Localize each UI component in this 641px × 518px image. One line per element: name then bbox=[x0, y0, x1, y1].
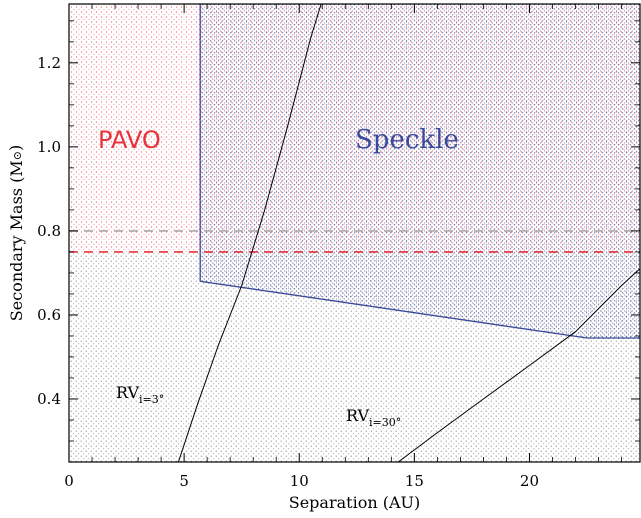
speckle-boundary bbox=[199, 4, 640, 339]
x-tick-label: 0 bbox=[64, 472, 74, 490]
rv-i3-subscript: i=3° bbox=[139, 393, 164, 406]
speckle-label: Speckle bbox=[355, 125, 459, 155]
y-axis-label-main: Secondary Mass (M bbox=[7, 160, 26, 321]
plot-frame bbox=[68, 3, 641, 463]
y-tick-label: 0.8 bbox=[37, 222, 61, 240]
rv-curve-i=3 bbox=[177, 4, 322, 462]
tick-labels-layer: 0 5 10 15 20 0.4 0.6 0.8 1.0 1.2 bbox=[37, 54, 539, 490]
rv-i3-main: RV bbox=[116, 383, 139, 402]
y-tick-label: 1.0 bbox=[37, 138, 61, 156]
pavo-label: PAVO bbox=[98, 126, 161, 154]
rv-i3-label: RVi=3° bbox=[116, 383, 164, 406]
x-tick-label: 5 bbox=[179, 472, 189, 490]
sun-symbol: ⊙ bbox=[11, 151, 24, 160]
y-axis-label: Secondary Mass (M⊙) bbox=[6, 145, 26, 321]
rv-curve-i=30 bbox=[397, 268, 640, 462]
y-tick-label: 1.2 bbox=[37, 54, 61, 72]
ticks-layer bbox=[68, 4, 640, 462]
rv-i30-subscript: i=30° bbox=[369, 416, 401, 429]
y-tick-label: 0.4 bbox=[37, 390, 61, 408]
y-axis-label-close: ) bbox=[6, 145, 25, 151]
y-tick-label: 0.6 bbox=[37, 306, 61, 324]
curves-layer bbox=[177, 4, 640, 462]
x-axis-label: Separation (AU) bbox=[289, 493, 421, 512]
x-tick-label: 10 bbox=[290, 472, 309, 490]
rv-i30-label: RVi=30° bbox=[346, 406, 401, 429]
x-tick-label: 15 bbox=[405, 472, 424, 490]
regions-layer bbox=[69, 4, 640, 462]
speckle-region bbox=[200, 4, 640, 338]
reference-lines-layer bbox=[69, 230, 640, 253]
x-tick-label: 20 bbox=[520, 472, 539, 490]
rv-i30-main: RV bbox=[346, 406, 369, 425]
